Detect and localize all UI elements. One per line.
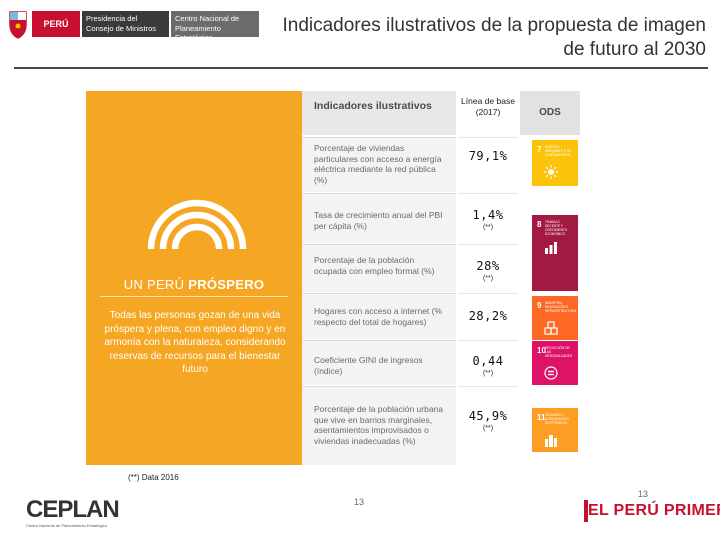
indicators-table: Indicadores ilustrativos Línea de base (… bbox=[302, 91, 580, 465]
ceplan-footer-logo: CEPLAN Centro Nacional de Planeamiento E… bbox=[26, 490, 120, 530]
footnote: (**) Data 2016 bbox=[128, 473, 179, 482]
table-row-baseline: 28% (**) bbox=[458, 244, 518, 292]
equality-icon bbox=[544, 366, 558, 380]
panel-heading: UN PERÚ PRÓSPERO bbox=[86, 277, 302, 292]
table-row-indicator: Porcentaje de viviendas particulares con… bbox=[302, 137, 456, 192]
indicator-text: Hogares con acceso a internet (% respect… bbox=[314, 306, 443, 327]
baseline-note: (**) bbox=[482, 425, 494, 432]
table-row-baseline: 1,4% (**) bbox=[458, 193, 518, 243]
header-logos: PERÚ Presidencia del Consejo de Ministro… bbox=[6, 8, 259, 42]
indicator-text: Tasa de crecimiento anual del PBI per cá… bbox=[314, 210, 443, 231]
peru-logo: PERÚ bbox=[32, 11, 80, 37]
indicator-text: Coeficiente GINI de ingresos (índice) bbox=[314, 355, 423, 376]
page-number: 13 bbox=[354, 497, 365, 507]
indicator-text: Porcentaje de la población urbana que vi… bbox=[314, 404, 444, 446]
table-row-indicator: Hogares con acceso a internet (% respect… bbox=[302, 293, 456, 339]
baseline-value: 45,9% bbox=[468, 409, 508, 423]
ods-8-badge-continued bbox=[532, 261, 578, 291]
pcm-logo: Presidencia del Consejo de Ministros bbox=[82, 11, 169, 37]
slide-title: Indicadores ilustrativos de la propuesta… bbox=[282, 15, 706, 60]
baseline-note: (**) bbox=[482, 370, 494, 377]
ceplan-header-logo: Centro Nacional de Planeamiento Estratég… bbox=[171, 11, 259, 42]
indicator-text: Porcentaje de la población ocupada con e… bbox=[314, 255, 435, 276]
ods-9-badge: 9 INDUSTRIA, INNOVACIÓN E INFRAESTRUCTUR… bbox=[532, 296, 578, 340]
table-row-indicator: Porcentaje de la población urbana que vi… bbox=[302, 386, 456, 465]
el-peru-primero-logo: EL PERÚ PRIMERO bbox=[584, 500, 720, 524]
ods-label: CIUDADES Y COMUNIDADES SOSTENIBLES bbox=[545, 413, 569, 425]
ods-number: 9 bbox=[537, 301, 542, 310]
baseline-note: (**) bbox=[482, 224, 494, 231]
baseline-note: (**) bbox=[482, 275, 494, 282]
table-row-baseline: 0,44 (**) bbox=[458, 340, 518, 385]
ceplan-tagline: Centro Nacional de Planeamiento Estratég… bbox=[26, 523, 107, 528]
table-row-baseline: 79,1% bbox=[458, 137, 518, 192]
baseline-value: 28,2% bbox=[468, 309, 508, 323]
table-row-baseline: 45,9% (**) bbox=[458, 386, 518, 465]
header-indicators-label: Indicadores ilustrativos bbox=[314, 100, 432, 112]
baseline-value: 1,4% bbox=[472, 208, 504, 222]
buildings-icon bbox=[545, 435, 557, 447]
ods-label: REDUCCIÓN DE LAS DESIGUALDADES bbox=[545, 346, 573, 358]
ods-label: ENERGÍA ASEQUIBLE Y NO CONTAMINANTE bbox=[545, 145, 572, 157]
panel-description: Todas las personas gozan de una vida pró… bbox=[104, 310, 286, 375]
panel-heading-light: UN PERÚ bbox=[123, 277, 189, 292]
header-ods: ODS bbox=[520, 91, 580, 135]
ods-10-badge: 10 REDUCCIÓN DE LAS DESIGUALDADES bbox=[532, 341, 578, 385]
table-row-baseline: 28,2% bbox=[458, 293, 518, 339]
brand-text: EL PERÚ PRIMERO bbox=[588, 502, 720, 519]
ods-label: TRABAJO DECENTE Y CRECIMIENTO ECONÓMICO bbox=[545, 220, 568, 236]
table-row-indicator: Porcentaje de la población ocupada con e… bbox=[302, 244, 456, 292]
prosperous-peru-panel: UN PERÚ PRÓSPERO Todas las personas goza… bbox=[86, 91, 302, 465]
cubes-icon bbox=[544, 321, 558, 335]
brand-accent-bar bbox=[584, 500, 588, 522]
growth-chart-icon bbox=[545, 242, 557, 254]
baseline-value: 0,44 bbox=[472, 354, 504, 368]
sun-icon bbox=[544, 165, 558, 179]
ods-8-badge: 8 TRABAJO DECENTE Y CRECIMIENTO ECONÓMIC… bbox=[532, 215, 578, 261]
header-indicators: Indicadores ilustrativos bbox=[302, 91, 456, 135]
table-row-indicator: Tasa de crecimiento anual del PBI per cá… bbox=[302, 193, 456, 243]
baseline-value: 28% bbox=[476, 259, 500, 273]
ods-label: INDUSTRIA, INNOVACIÓN E INFRAESTRUCTURA bbox=[545, 301, 577, 313]
panel-divider bbox=[100, 296, 288, 297]
ods-number: 11 bbox=[537, 413, 546, 422]
title-divider bbox=[14, 67, 708, 69]
coat-of-arms-icon bbox=[9, 11, 27, 39]
ods-7-badge: 7 ENERGÍA ASEQUIBLE Y NO CONTAMINANTE bbox=[532, 140, 578, 186]
table-row-indicator: Coeficiente GINI de ingresos (índice) bbox=[302, 340, 456, 385]
ceplan-wordmark: CEPLAN bbox=[26, 496, 120, 523]
ods-number: 8 bbox=[537, 220, 542, 229]
baseline-value: 79,1% bbox=[468, 149, 508, 163]
ods-number: 7 bbox=[537, 145, 542, 154]
page-number-secondary: 13 bbox=[638, 489, 649, 499]
ods-number: 10 bbox=[537, 346, 546, 355]
panel-heading-bold: PRÓSPERO bbox=[188, 277, 265, 292]
rainbow-icon bbox=[147, 199, 247, 250]
header-baseline: Línea de base (2017) bbox=[458, 91, 518, 135]
indicator-text: Porcentaje de viviendas particulares con… bbox=[314, 143, 442, 185]
ods-11-badge: 11 CIUDADES Y COMUNIDADES SOSTENIBLES bbox=[532, 408, 578, 452]
